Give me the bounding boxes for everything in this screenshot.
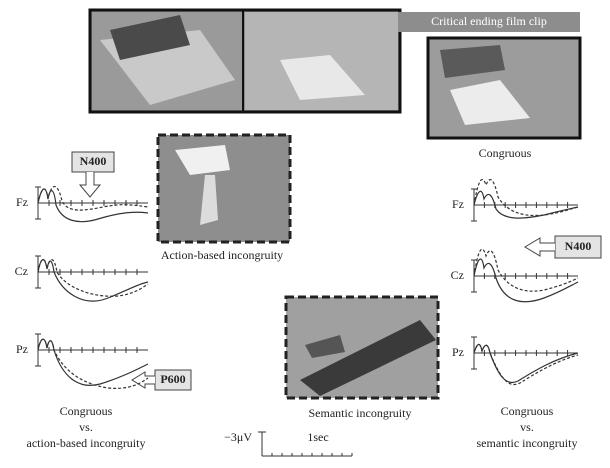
panel-caption: vs. bbox=[520, 420, 534, 434]
panel-caption: vs. bbox=[79, 420, 93, 434]
panel-caption: action-based incongruity bbox=[27, 436, 146, 450]
photo-caption: Congruous bbox=[479, 146, 532, 160]
callout-arrow bbox=[80, 172, 100, 197]
electrode-label: Pz bbox=[452, 345, 464, 359]
callout-label: P600 bbox=[160, 372, 185, 386]
panel-caption: Congruous bbox=[501, 404, 554, 418]
scale-time: 1sec bbox=[307, 430, 328, 444]
scale-amplitude: −3μV bbox=[224, 430, 252, 444]
electrode-label: Fz bbox=[16, 195, 28, 209]
waveform-congruous bbox=[474, 259, 578, 302]
electrode-label: Cz bbox=[15, 264, 28, 278]
callout-arrow bbox=[525, 238, 555, 256]
panel-caption: Congruous bbox=[60, 404, 113, 418]
callout-label: N400 bbox=[80, 154, 107, 168]
photo-caption: Semantic incongruity bbox=[309, 406, 412, 420]
photo-caption: Action-based incongruity bbox=[161, 248, 283, 262]
clip-label: Critical ending film clip bbox=[431, 14, 547, 28]
electrode-label: Cz bbox=[451, 268, 464, 282]
waveform-congruous bbox=[38, 260, 148, 301]
figure: Critical ending film clip Congruous Acti… bbox=[0, 0, 610, 468]
waveform-incongruous bbox=[38, 260, 148, 297]
waveform-congruous bbox=[38, 339, 148, 385]
waveform-incongruous bbox=[38, 339, 148, 388]
electrode-label: Pz bbox=[16, 342, 28, 356]
electrode-label: Fz bbox=[452, 197, 464, 211]
callout-label: N400 bbox=[565, 239, 592, 253]
panel-caption: semantic incongruity bbox=[477, 436, 578, 450]
